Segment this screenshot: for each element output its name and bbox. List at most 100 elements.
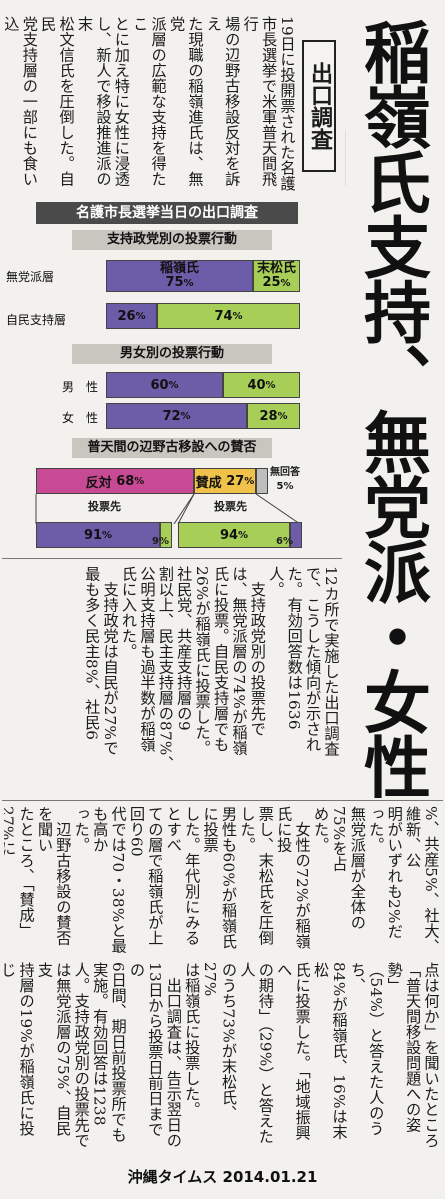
text-column: 党支持層の一部にも食い込 (2, 16, 39, 187)
bar-independent-suematsu: 末松氏 25% (253, 260, 300, 292)
text-column: 場の辺野古移設反対を訴え (204, 16, 241, 187)
bar-value: 94 (219, 527, 239, 543)
row-label-ldp: 自民支持層 (6, 313, 67, 327)
text-column: 支持政党別の投票先で (248, 566, 267, 737)
bar-value: 28 (259, 408, 278, 424)
text-column: 市長選挙で米軍普天間飛行 (241, 16, 278, 187)
text-column: した。年代別にみるとすべ (164, 806, 201, 946)
unit: % (180, 410, 191, 422)
body-block-2: %、共産5%、社大、維新、公 明がいずれも2%だった。 無党派層が全体の75%を占め… (4, 806, 440, 954)
text-column: 点は何か」を聞いたところ (422, 962, 440, 1148)
dest-label-support: 投票先 (214, 500, 247, 513)
no-answer-name: 無回答 (270, 467, 300, 478)
row-label-independent: 無党派層 (6, 270, 55, 284)
text-column: 派層の広範な支持を得たこ (130, 16, 168, 187)
bar-oppose-suematsu (160, 522, 172, 548)
text-column: 19日に投開票された名護 (278, 16, 296, 191)
dest-label-oppose: 投票先 (88, 500, 121, 513)
unit: % (265, 379, 276, 391)
unit: % (168, 379, 179, 391)
bar-male-inamine: 60% (106, 372, 223, 398)
bar-value: 74 (214, 308, 233, 324)
text-column: 代では70・38%と最も高か (90, 806, 128, 954)
bar-value: 26 (117, 308, 136, 324)
bar-support-suematsu: 94% (178, 522, 290, 548)
text-column: 男性も60%が稲嶺氏に投票 (201, 806, 238, 950)
headline: 稲嶺氏支持、無党派・女性の7割 (345, 18, 432, 798)
bar-value: 27 (226, 473, 245, 489)
source-footer: 沖縄タイムス 2014.01.21 (127, 1168, 318, 1186)
text-column: めた。 (311, 806, 330, 853)
unit: % (283, 481, 294, 492)
text-column: 持層の19%が稲嶺氏に投じ (4, 962, 36, 1137)
exit-poll-chart: 名護市長選挙当日の出口調査 支持政党別の投票行動 無党派層 稲嶺氏 75% 末松… (2, 200, 302, 548)
bar-value: 9 (152, 536, 159, 547)
unit: % (135, 310, 146, 322)
text-column: とに加え特に女性に浸透 (112, 16, 131, 187)
text-column: 明がいずれも2%だった。 (366, 806, 404, 940)
text-column: 女性の72%が稲嶺氏に投 (274, 806, 312, 950)
section-header-party: 支持政党別の投票行動 (72, 230, 272, 250)
body-block-3: 点は何か」を聞いたところ 「普天間移設問題への姿勢」 （54%）と答えた人のうち、 8… (4, 962, 440, 1148)
bar-value: 25 (262, 274, 281, 290)
unit: % (282, 536, 293, 547)
bar-no-answer (256, 468, 268, 494)
bar-male-suematsu: 40% (223, 372, 300, 398)
lead-paragraph: 19日に投開票された名護 市長選挙で米軍普天間飛行 場の辺野古移設反対を訴え た現職の… (2, 16, 296, 194)
chart-banner: 名護市長選挙当日の出口調査 (36, 202, 298, 224)
text-column: 辺野古移設の賛否を聞い (35, 806, 72, 946)
unit: % (134, 475, 145, 487)
text-column: 無党派層が全体の75%を占 (329, 806, 367, 930)
bar-support-inamine (290, 522, 302, 548)
bar-label: 賛成 (195, 475, 222, 491)
unit: % (232, 310, 243, 322)
unit: % (280, 277, 291, 289)
section-tag: 出口調査 (302, 40, 336, 172)
text-column: たところ、「賛成」27%に (4, 806, 36, 938)
unit: % (102, 529, 113, 541)
bar-label: 稲嶺氏 (159, 260, 199, 276)
bar-value: 68 (116, 473, 135, 489)
bar-oppose-inamine: 91% (36, 522, 160, 548)
oppose-suematsu-label: 9% (152, 536, 169, 547)
text-column: 26%が稲嶺氏に投票した。 (193, 566, 212, 756)
text-column: 人。 (266, 566, 285, 597)
text-column: た。有効回答数は1636 (285, 566, 304, 730)
text-column: 「普天間移設問題への姿勢」 (385, 962, 422, 1133)
text-column: %、共産5%、社大、維新、公 (403, 806, 440, 954)
bar-oppose: 反対 68% (36, 468, 194, 494)
no-answer-value: 5 (276, 481, 284, 492)
text-column: の期待」（29%）と答えた人 (237, 962, 275, 1145)
bar-value: 60 (150, 377, 169, 393)
unit: % (277, 410, 288, 422)
bar-value: 6 (276, 536, 283, 547)
bar-label: 末松氏 (256, 260, 296, 276)
text-column: ての層で稲嶺氏が上回り60 (127, 806, 164, 946)
text-column: 氏に投票。自民支持層でも (211, 566, 230, 752)
bar-value: 91 (83, 527, 103, 543)
bar-independent-inamine: 稲嶺氏 75% (106, 260, 253, 292)
text-column: 票し、末松氏を圧倒した。 (237, 806, 275, 946)
unit: % (183, 277, 194, 289)
bar-support: 賛成 27% (194, 468, 256, 494)
text-column: 割以上、民主支持層の87%、 (156, 566, 175, 772)
text-column: 氏に投票した。「地域振興へ (274, 962, 312, 1141)
text-column: 6日間、期日前投票所でも (109, 962, 128, 1143)
bar-value: 72 (162, 408, 181, 424)
unit: % (244, 475, 255, 487)
unit: % (158, 536, 169, 547)
text-column: 84%が稲嶺氏、16%は末松 (311, 962, 348, 1140)
section-header-relocation: 普天間の辺野古移設への賛否 (72, 438, 272, 458)
divider (2, 800, 443, 801)
no-answer-label: 無回答 5% (268, 466, 302, 494)
bar-ldp-suematsu: 74% (157, 303, 300, 329)
bar-female-inamine: 72% (106, 403, 247, 429)
text-column: 最も多く民主8%、社民6 (82, 566, 101, 741)
text-column: で、こうした傾向が示され (303, 566, 322, 752)
bar-label: 反対 (85, 475, 112, 491)
text-column: は無党派層の75%、自民支 (35, 962, 72, 1137)
text-column: は、無党派層の74%が稲嶺 (229, 566, 248, 756)
text-column: 12カ所で実施した出口調査 (322, 566, 340, 757)
support-inamine-label: 6% (276, 536, 293, 547)
unit: % (238, 529, 249, 541)
